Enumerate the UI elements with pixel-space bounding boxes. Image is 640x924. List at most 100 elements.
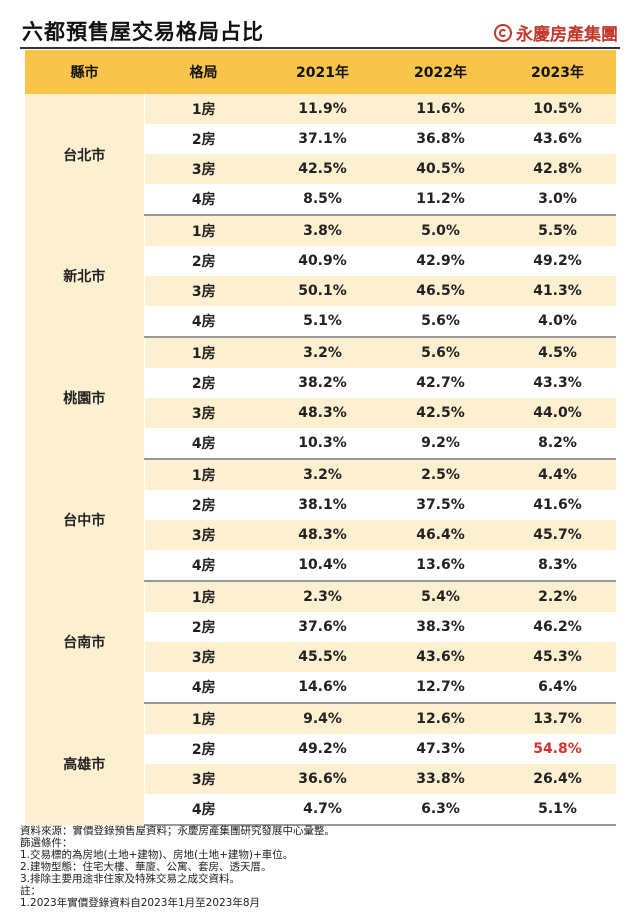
value-cell: 10.3% — [263, 428, 382, 460]
table-row: 3房 48.3% 46.4% 45.7% — [25, 520, 616, 550]
footnote-line: 3.排除主要用途非住家及特殊交易之成交資料。 — [20, 873, 241, 885]
value-cell: 44.0% — [499, 398, 616, 428]
value-cell: 2.2% — [499, 581, 616, 612]
brand-logo: 永慶房產集團 — [494, 20, 618, 45]
value-cell: 43.6% — [382, 642, 499, 672]
layout-cell: 1房 — [144, 94, 263, 124]
value-cell: 42.5% — [263, 154, 382, 184]
table-row: 2房 37.6% 38.3% 46.2% — [25, 612, 616, 642]
table-row: 桃園市 1房 3.2% 5.6% 4.5% — [25, 337, 616, 459]
value-cell: 36.8% — [382, 124, 499, 154]
layout-cell: 1房 — [144, 337, 263, 368]
value-cell: 37.6% — [263, 612, 382, 642]
layout-cell: 3房 — [144, 276, 263, 306]
table-row: 3房 48.3% 42.5% 44.0% — [25, 398, 616, 428]
value-cell: 2.3% — [263, 581, 382, 612]
value-cell: 40.5% — [382, 154, 499, 184]
brand-logo-icon — [494, 23, 512, 42]
value-cell: 5.5% — [499, 215, 616, 246]
table-row: 2房 37.1% 36.8% 43.6% — [25, 124, 616, 154]
layout-cell: 4房 — [144, 672, 263, 704]
value-cell: 37.5% — [382, 490, 499, 520]
layout-cell: 4房 — [144, 184, 263, 216]
city-cell: 台南市 — [25, 581, 145, 703]
table-row: 2房 38.1% 37.5% 41.6% — [25, 490, 616, 520]
value-cell: 46.4% — [382, 520, 499, 550]
value-cell: 5.6% — [382, 337, 499, 368]
footnotes: 資料來源：實價登錄預售屋資料；永慶房產集團研究發展中心彙整。 篩選條件： 1.交易標… — [20, 825, 620, 909]
layout-cell: 1房 — [144, 459, 263, 490]
layout-cell: 2房 — [144, 124, 263, 154]
table-row: 台中市 1房 3.2% 2.5% 4.4% — [25, 459, 616, 581]
layout-cell: 3房 — [144, 764, 263, 794]
value-cell: 9.2% — [382, 428, 499, 460]
value-cell: 3.2% — [263, 337, 382, 368]
value-cell: 41.6% — [499, 490, 616, 520]
layout-cell: 3房 — [144, 398, 263, 428]
table-row: 2房 40.9% 42.9% 49.2% — [25, 246, 616, 276]
table-row: 4房 8.5% 11.2% 3.0% — [25, 184, 616, 216]
footnote-line: 資料來源：實價登錄預售屋資料；永慶房產集團研究發展中心彙整。 — [20, 825, 335, 837]
table-row: 2房 49.2% 47.3% 54.8% — [25, 734, 616, 764]
layout-cell: 2房 — [144, 734, 263, 764]
value-cell: 4.4% — [499, 459, 616, 490]
layout-cell: 3房 — [144, 520, 263, 550]
data-table: 縣市 格局 2021年 2022年 2023年 台北市 1房 11.9% 11.6% 1… — [25, 50, 616, 826]
layout-cell: 1房 — [144, 215, 263, 246]
layout-cell: 1房 — [144, 581, 263, 612]
city-cell: 台中市 — [25, 459, 145, 581]
value-cell: 5.6% — [382, 306, 499, 338]
table-row: 4房 14.6% 12.7% 6.4% — [25, 672, 616, 704]
value-cell: 13.7% — [499, 703, 616, 734]
value-cell: 5.1% — [499, 794, 616, 826]
table-row: 4房 5.1% 5.6% 4.0% — [25, 306, 616, 338]
layout-cell: 2房 — [144, 368, 263, 398]
column-header-2023: 2023年 — [499, 50, 616, 94]
footnote-line: 2.建物型態：住宅大樓、華廈、公寓、套房、透天厝。 — [20, 861, 272, 873]
value-cell: 4.0% — [499, 306, 616, 338]
value-cell: 12.7% — [382, 672, 499, 704]
brand-name: 永慶房產集團 — [516, 25, 618, 45]
value-cell: 12.6% — [382, 703, 499, 734]
value-cell: 45.5% — [263, 642, 382, 672]
footnote-line: 篩選條件： — [20, 837, 73, 849]
footnote-line: 註： — [20, 885, 41, 897]
value-cell: 5.1% — [263, 306, 382, 338]
table-row: 4房 10.3% 9.2% 8.2% — [25, 428, 616, 460]
table-header-row: 縣市 格局 2021年 2022年 2023年 — [25, 50, 616, 94]
city-cell: 新北市 — [25, 215, 145, 337]
value-cell: 11.2% — [382, 184, 499, 216]
value-cell: 48.3% — [263, 398, 382, 428]
value-cell: 36.6% — [263, 764, 382, 794]
value-cell: 49.2% — [499, 246, 616, 276]
value-cell: 37.1% — [263, 124, 382, 154]
layout-cell: 4房 — [144, 428, 263, 460]
column-header-layout: 格局 — [144, 50, 263, 94]
value-cell: 45.7% — [499, 520, 616, 550]
value-cell: 10.4% — [263, 550, 382, 582]
city-cell: 台北市 — [25, 94, 145, 215]
layout-cell: 2房 — [144, 490, 263, 520]
layout-cell: 1房 — [144, 703, 263, 734]
value-cell: 8.3% — [499, 550, 616, 582]
city-cell: 高雄市 — [25, 703, 145, 825]
value-cell: 54.8% — [499, 734, 616, 764]
value-cell: 42.8% — [499, 154, 616, 184]
footnote-line: 1.2023年實價登錄資料自2023年1月至2023年8月 — [20, 897, 261, 909]
value-cell: 41.3% — [499, 276, 616, 306]
value-cell: 2.5% — [382, 459, 499, 490]
chart-title: 六都預售屋交易格局占比 — [22, 20, 264, 44]
value-cell: 4.5% — [499, 337, 616, 368]
value-cell: 38.2% — [263, 368, 382, 398]
value-cell: 42.5% — [382, 398, 499, 428]
value-cell: 49.2% — [263, 734, 382, 764]
value-cell: 13.6% — [382, 550, 499, 582]
table-row: 高雄市 1房 9.4% 12.6% 13.7% — [25, 703, 616, 825]
column-header-2021: 2021年 — [263, 50, 382, 94]
table-row: 3房 36.6% 33.8% 26.4% — [25, 764, 616, 794]
table-row: 新北市 1房 3.8% 5.0% 5.5% — [25, 215, 616, 337]
city-cell: 桃園市 — [25, 337, 145, 459]
table-row: 4房 4.7% 6.3% 5.1% — [25, 794, 616, 826]
value-cell: 8.2% — [499, 428, 616, 460]
value-cell: 46.5% — [382, 276, 499, 306]
